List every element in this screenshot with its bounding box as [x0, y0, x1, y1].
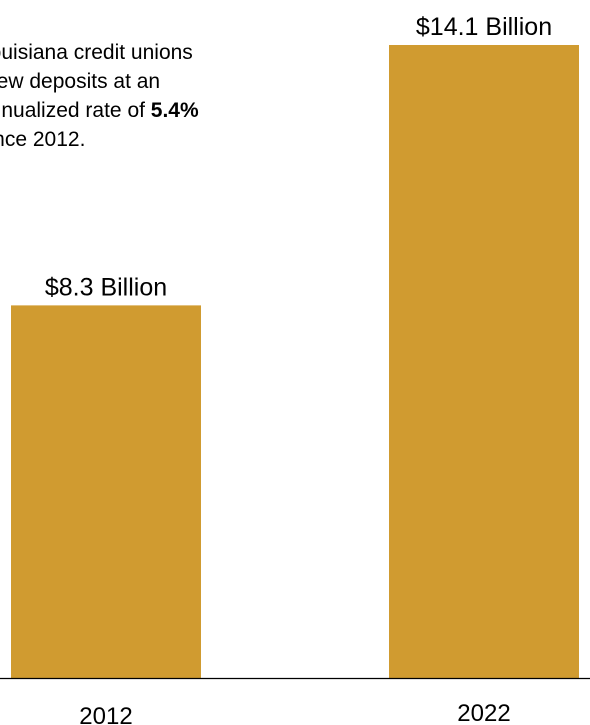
bar-2012: [11, 305, 201, 678]
annotation-highlight-rate: 5.4%: [150, 99, 199, 122]
annotation-line-2: grew deposits at an: [0, 70, 161, 93]
annotation-line-1: Louisiana credit unions: [0, 41, 193, 64]
chart-annotation: Louisiana credit unions grew deposits at…: [0, 38, 298, 154]
annotation-line-4: since 2012.: [0, 128, 86, 151]
data-label-2012: $8.3 Billion: [45, 273, 167, 301]
bar-2022: [389, 45, 579, 678]
x-tick-label-2012: 2012: [79, 703, 132, 725]
x-tick-label-2022: 2022: [457, 700, 510, 725]
data-label-2022: $14.1 Billion: [416, 13, 552, 41]
